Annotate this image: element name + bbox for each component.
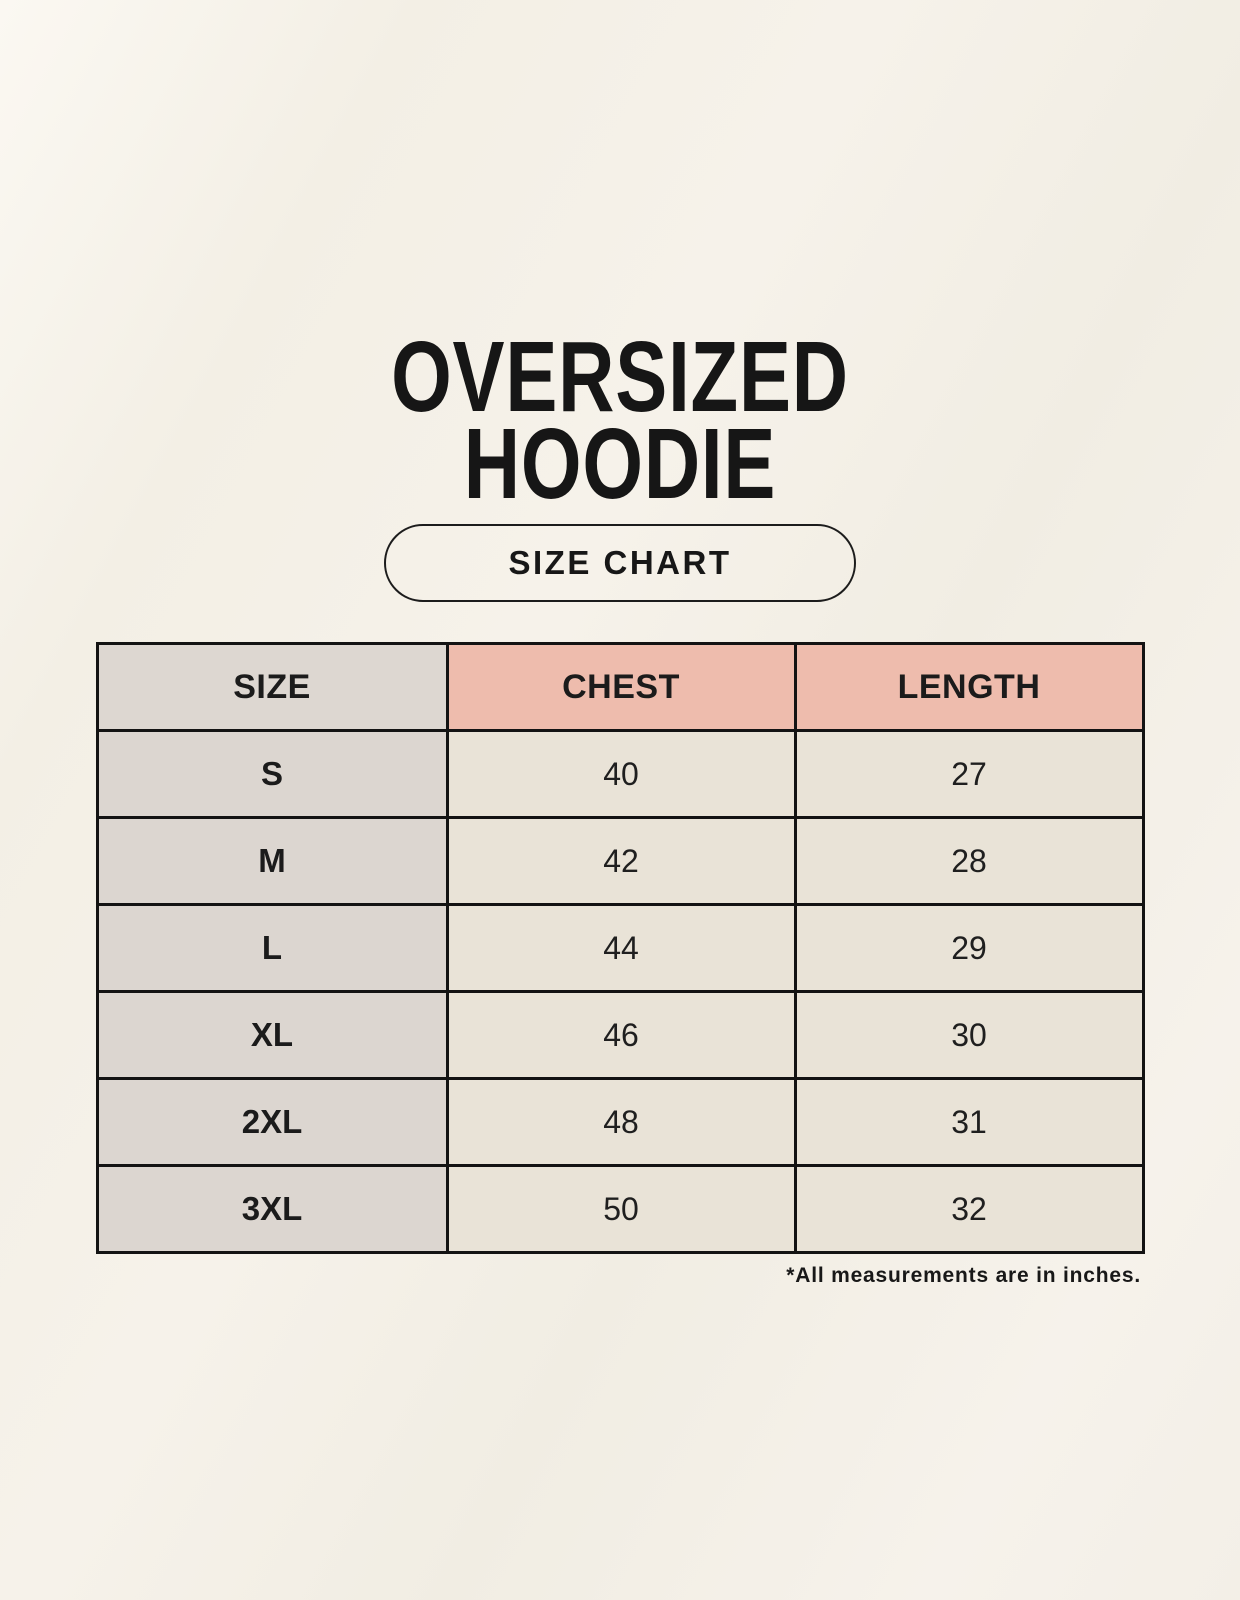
page-title: OVERSIZED HOODIE bbox=[136, 321, 1103, 520]
measurements-footnote: *All measurements are in inches. bbox=[786, 1264, 1141, 1287]
chest-value: 44 bbox=[445, 903, 797, 993]
table-row: XL 46 30 bbox=[95, 990, 1145, 1080]
chest-value: 50 bbox=[445, 1164, 797, 1254]
table-row: M 42 28 bbox=[95, 816, 1145, 906]
size-label: 3XL bbox=[95, 1164, 449, 1254]
column-header-size: SIZE bbox=[95, 642, 449, 732]
table-row: L 44 29 bbox=[95, 903, 1145, 993]
chest-value: 46 bbox=[445, 990, 797, 1080]
page-title-line1: OVERSIZED bbox=[391, 321, 849, 433]
length-value: 29 bbox=[793, 903, 1145, 993]
column-header-chest: CHEST bbox=[445, 642, 797, 732]
column-header-length: LENGTH bbox=[793, 642, 1145, 732]
chest-value: 48 bbox=[445, 1077, 797, 1167]
size-label: XL bbox=[95, 990, 449, 1080]
table-row: S 40 27 bbox=[95, 729, 1145, 819]
length-value: 31 bbox=[793, 1077, 1145, 1167]
size-label: 2XL bbox=[95, 1077, 449, 1167]
chest-value: 42 bbox=[445, 816, 797, 906]
length-value: 27 bbox=[793, 729, 1145, 819]
size-label: L bbox=[95, 903, 449, 993]
size-chart-table: SIZE CHEST LENGTH S 40 27 M 42 28 L 44 2… bbox=[95, 642, 1145, 1254]
size-chart-button[interactable]: SIZE CHART bbox=[384, 524, 856, 602]
page-title-line2: HOODIE bbox=[463, 408, 777, 520]
footnote-row: *All measurements are in inches. bbox=[97, 1264, 1143, 1288]
table-row: 2XL 48 31 bbox=[95, 1077, 1145, 1167]
length-value: 28 bbox=[793, 816, 1145, 906]
table-row: 3XL 50 32 bbox=[95, 1164, 1145, 1254]
size-label: S bbox=[95, 729, 449, 819]
size-chart-button-label: SIZE CHART bbox=[508, 544, 732, 581]
length-value: 32 bbox=[793, 1164, 1145, 1254]
length-value: 30 bbox=[793, 990, 1145, 1080]
size-label: M bbox=[95, 816, 449, 906]
chest-value: 40 bbox=[445, 729, 797, 819]
table-header-row: SIZE CHEST LENGTH bbox=[95, 642, 1145, 732]
